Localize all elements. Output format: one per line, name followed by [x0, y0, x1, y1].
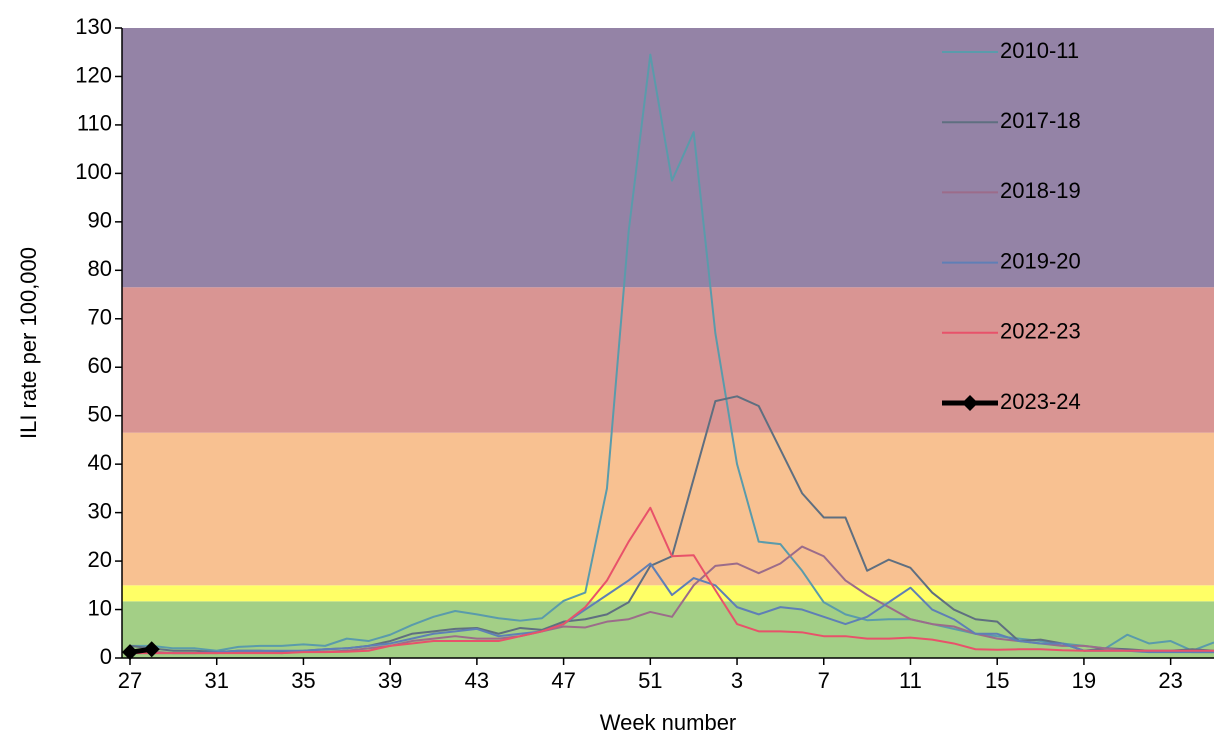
x-axis-label: Week number: [600, 710, 737, 735]
x-tick-label: 7: [818, 668, 830, 693]
axes: 0 10 20 30 40 50 60 70 80 90 100 110 120 130 27 31 35 39 4…: [75, 14, 1214, 693]
x-tick-label: 11: [899, 668, 922, 693]
x-tick-label: 3: [731, 668, 743, 693]
x-tick-label: 39: [378, 668, 402, 693]
x-tick-label: 31: [204, 668, 228, 693]
series-line: [130, 562, 1214, 655]
x-tick-label: 27: [118, 668, 142, 693]
y-tick-label: 130: [75, 14, 112, 39]
y-tick-label: 0: [100, 644, 112, 669]
y-tick-label: 70: [88, 305, 112, 330]
y-tick-label: 50: [88, 402, 112, 427]
y-tick-label: 20: [88, 547, 112, 572]
x-tick-label: 43: [465, 668, 489, 693]
y-tick-label: 10: [88, 595, 112, 620]
bands: [122, 28, 1214, 658]
y-tick-label: 40: [88, 450, 112, 475]
threshold-band: [122, 287, 1214, 433]
x-tick-label: 19: [1072, 668, 1096, 693]
y-tick-label: 90: [88, 208, 112, 233]
y-axis-label: ILI rate per 100,000: [16, 247, 41, 439]
legend-label: 2019-20: [1000, 248, 1081, 273]
y-tick-label: 120: [75, 62, 112, 87]
series-line: [130, 506, 1214, 655]
legend-label: 2018-19: [1000, 178, 1081, 203]
threshold-band: [122, 432, 1214, 586]
y-tick-label: 30: [88, 498, 112, 523]
y-tick-label: 110: [77, 111, 112, 136]
legend-label: 2023-24: [1000, 389, 1081, 414]
x-tick-label: 47: [551, 668, 575, 693]
y-tick-label: 80: [88, 256, 112, 281]
y-tick-label: 100: [75, 159, 112, 184]
lines: 2010-11 2017-18 2018-19 2019-20 2022-23 2023-…: [122, 38, 1214, 661]
legend-marker: [962, 395, 978, 411]
x-tick-label: 35: [291, 668, 315, 693]
x-tick-label: 51: [638, 668, 662, 693]
legend-label: 2017-18: [1000, 108, 1081, 133]
series-marker: [143, 641, 160, 658]
x-tick-label: 23: [1158, 668, 1182, 693]
x-tick-label: 15: [985, 668, 1009, 693]
series-marker: [122, 644, 138, 661]
legend-label: 2010-11: [1000, 38, 1079, 63]
legend-label: 2022-23: [1000, 319, 1081, 344]
threshold-band: [122, 585, 1214, 602]
y-tick-label: 60: [88, 353, 112, 378]
